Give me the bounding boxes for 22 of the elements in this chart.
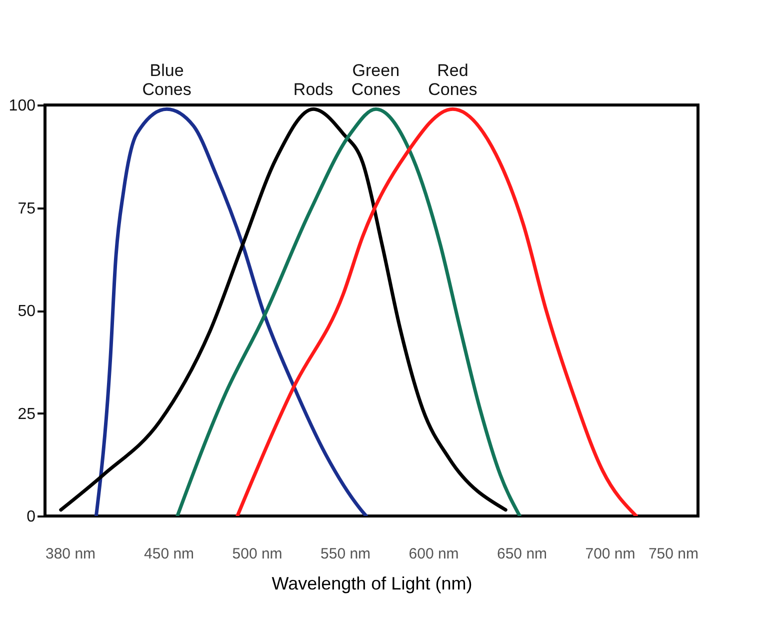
line-series bbox=[236, 107, 638, 516]
line-series bbox=[59, 107, 508, 512]
y-tick-label: 0 bbox=[26, 508, 36, 526]
x-tick-label: 500 nm bbox=[232, 546, 282, 562]
x-tick-label: 450 nm bbox=[144, 546, 194, 562]
y-tick-label: 50 bbox=[18, 303, 36, 320]
x-tick-label: 650 nm bbox=[496, 546, 548, 562]
x-tick-label: 700 nm bbox=[585, 546, 636, 562]
y-tick-label: 100 bbox=[8, 98, 36, 114]
x-tick-label: 600 nm bbox=[408, 546, 459, 562]
x-tick-label: 750 nm bbox=[648, 546, 698, 562]
series-label: Rods bbox=[293, 80, 334, 99]
y-tick-label: 75 bbox=[18, 200, 36, 218]
x-tick-label: 550 nm bbox=[320, 546, 371, 562]
line-series bbox=[176, 107, 522, 516]
x-axis-title: Wavelength of Light (nm) bbox=[272, 574, 472, 594]
y-tick-label: 25 bbox=[18, 406, 36, 423]
line-series bbox=[94, 107, 368, 516]
series-label: Red Cones bbox=[428, 61, 478, 99]
series-label: Green Cones bbox=[351, 61, 400, 99]
series-label: Blue Cones bbox=[142, 61, 192, 99]
x-tick-label: 380 nm bbox=[46, 546, 96, 562]
